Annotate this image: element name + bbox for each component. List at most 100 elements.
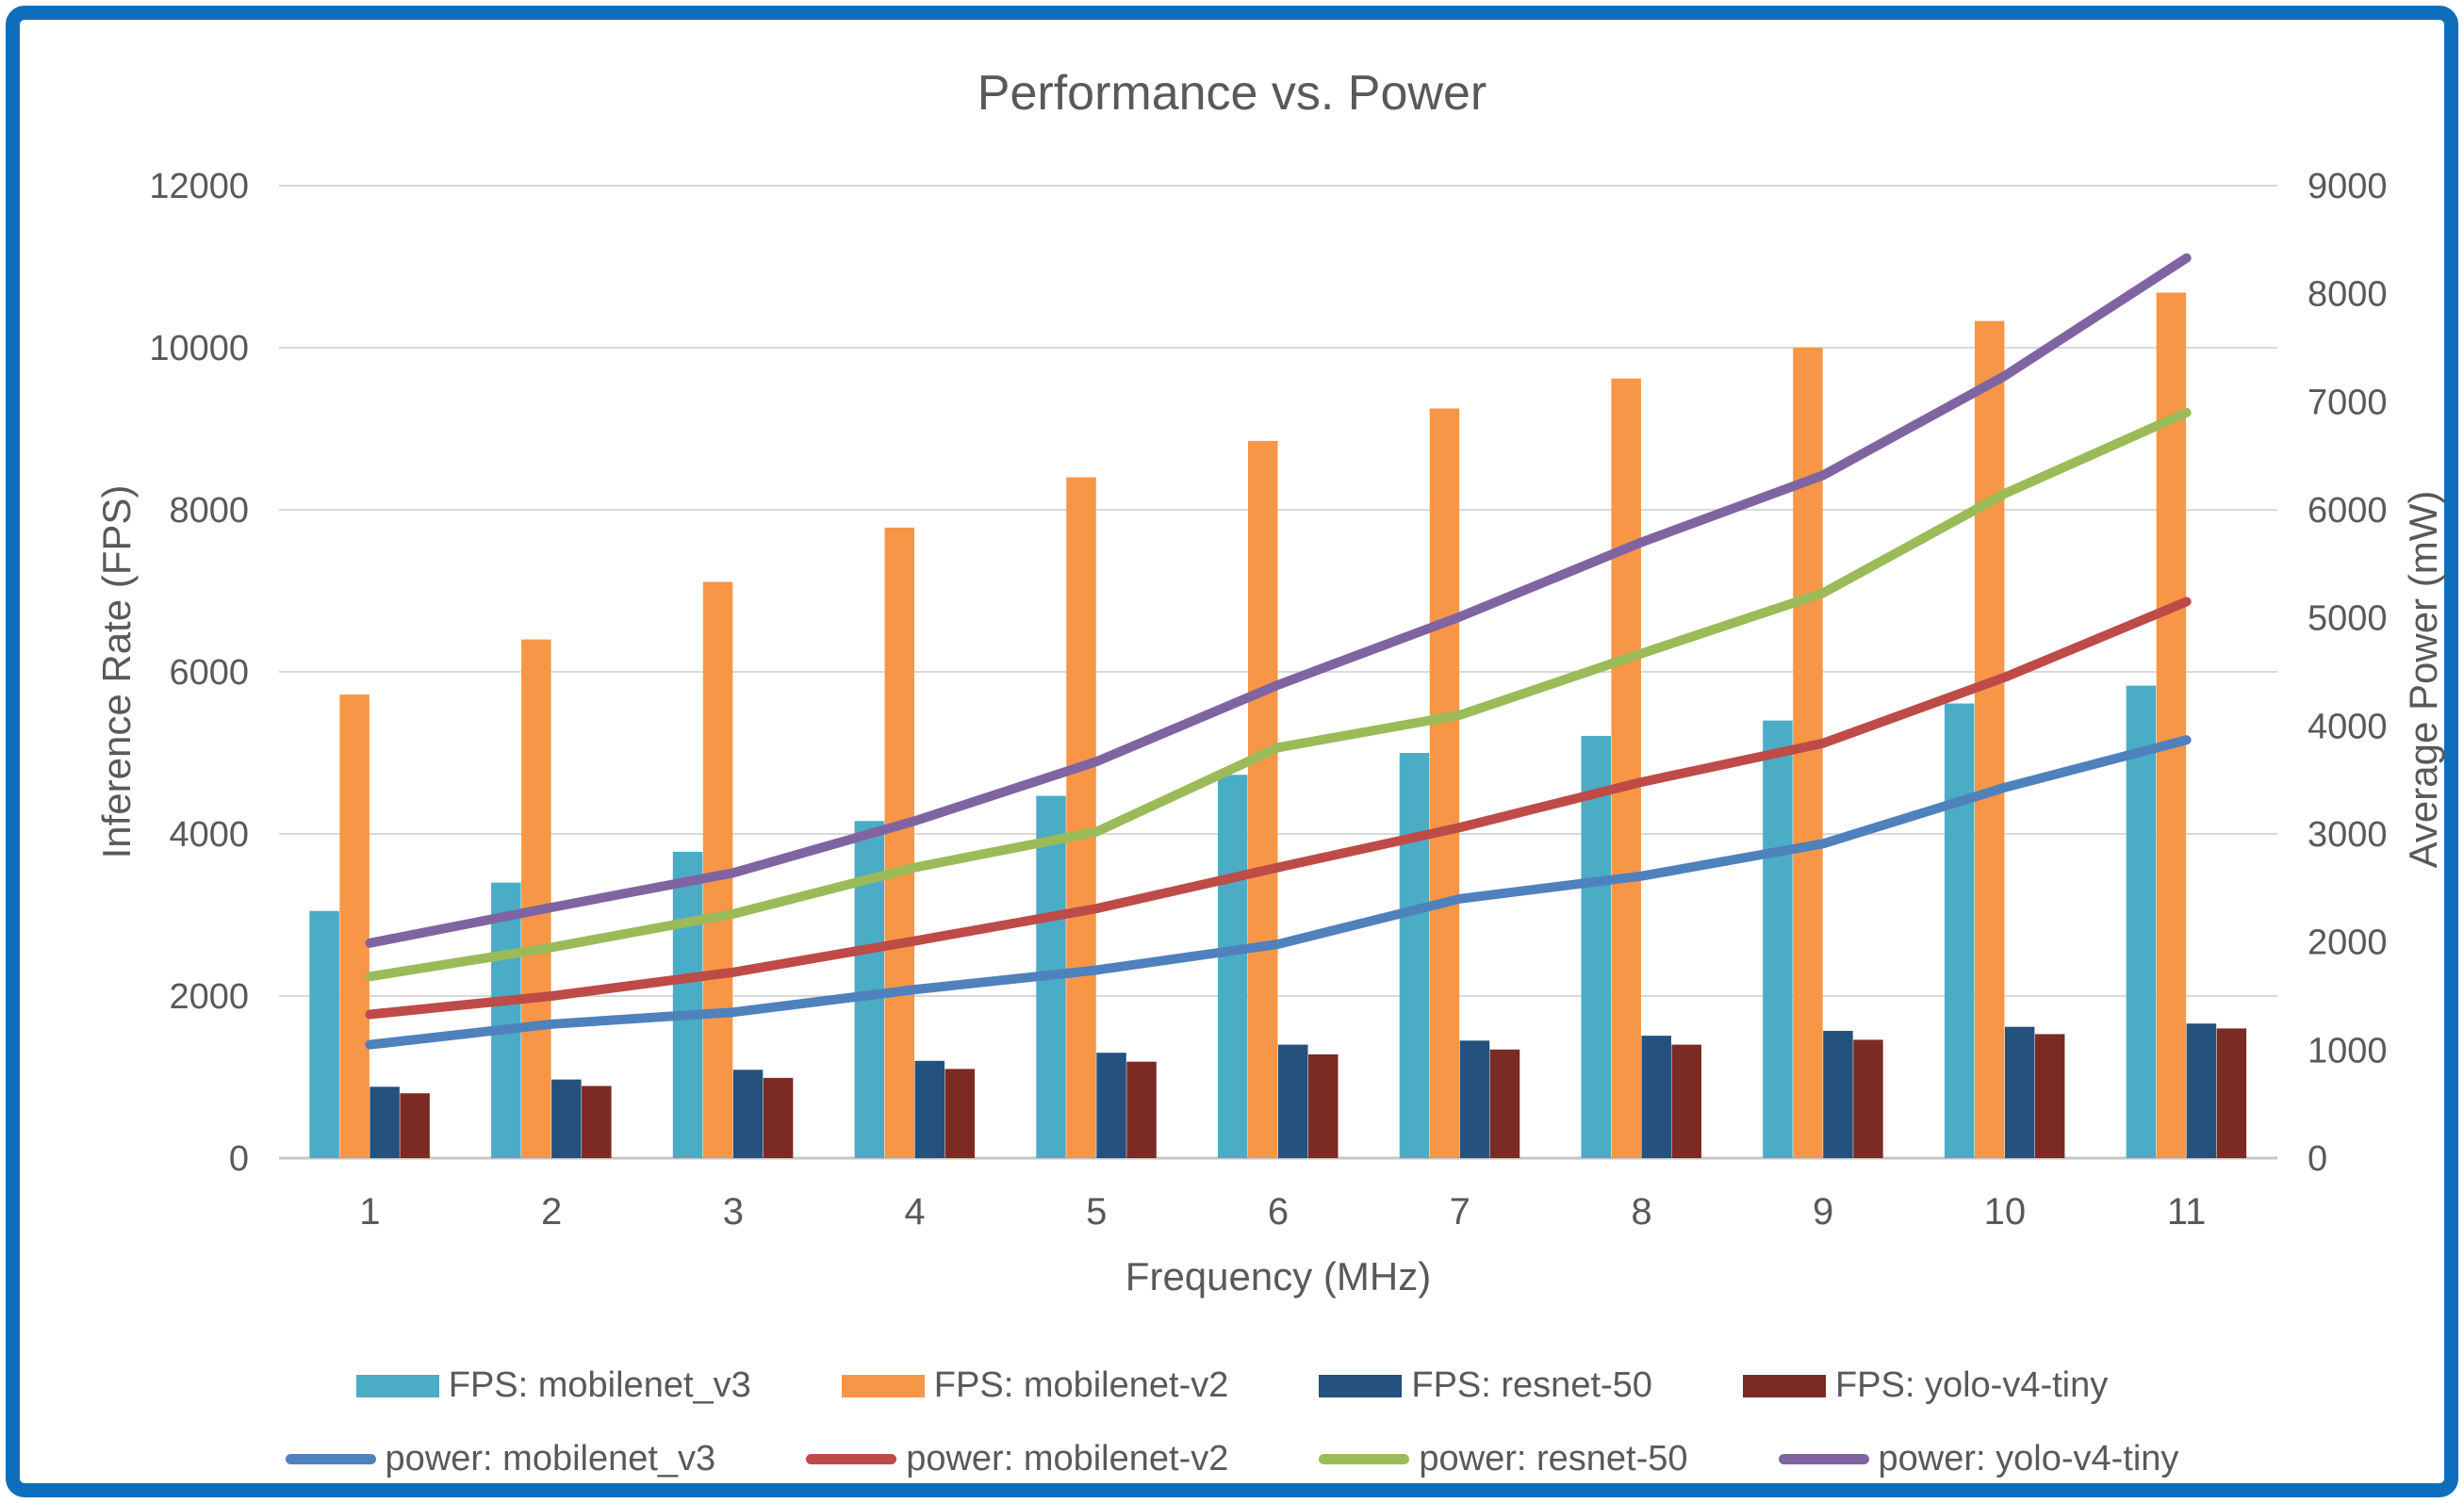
legend-item-fps-mobilenet-v2: FPS: mobilenet-v2 bbox=[841, 1365, 1229, 1406]
legend-label: FPS: resnet-50 bbox=[1411, 1365, 1652, 1405]
legend-label: FPS: mobilenet-v2 bbox=[933, 1365, 1229, 1405]
bar-fps-mobilenet-v2-x1 bbox=[339, 694, 370, 1158]
bar-fps-resnet-50-x7 bbox=[1459, 1040, 1490, 1158]
bar-fps-mobilenet-v2-x10 bbox=[1974, 320, 2005, 1158]
bar-fps-resnet-50-x6 bbox=[1278, 1044, 1308, 1158]
chart-border-frame: Performance vs. Power 0 2000 4000 6000 8000 1… bbox=[6, 6, 2458, 1497]
legend-row-fps: FPS: mobilenet_v3 FPS: mobilenet-v2 FPS: r… bbox=[20, 1365, 2444, 1406]
left-axis-tick-label: 0 bbox=[229, 1139, 249, 1179]
x-axis-tick-label: 8 bbox=[1631, 1191, 1651, 1233]
legend-label: power: mobilenet-v2 bbox=[906, 1439, 1229, 1478]
bar-fps-mobilenet-v3-x6 bbox=[1218, 775, 1248, 1158]
legend-line-swatch-1 bbox=[806, 1454, 897, 1464]
bar-fps-yolo-v4-tiny-x8 bbox=[1671, 1044, 1701, 1158]
legend-item-fps-resnet-50: FPS: resnet-50 bbox=[1319, 1365, 1652, 1406]
right-axis-tick-label: 8000 bbox=[2308, 275, 2388, 315]
bar-fps-mobilenet-v2-x11 bbox=[2156, 292, 2187, 1158]
left-axis-tick-label: 10000 bbox=[149, 329, 249, 368]
bar-fps-mobilenet-v2-x2 bbox=[521, 639, 551, 1158]
bar-fps-yolo-v4-tiny-x9 bbox=[1853, 1039, 1883, 1158]
bar-fps-resnet-50-x5 bbox=[1096, 1053, 1126, 1158]
legend-label: FPS: yolo-v4-tiny bbox=[1834, 1365, 2109, 1405]
combo-chart-plot-area: 0 2000 4000 6000 8000 10000 12000 0 1000 2000 3000… bbox=[149, 167, 2388, 1233]
right-axis-tick-label: 2000 bbox=[2308, 923, 2388, 963]
bar-fps-resnet-50-x1 bbox=[370, 1086, 400, 1158]
left-axis-title: Inference Rate (FPS) bbox=[94, 484, 139, 859]
line-power-mobilenet-v2 bbox=[365, 596, 2192, 1020]
legend-line-swatch-0 bbox=[285, 1454, 376, 1464]
bar-fps-mobilenet-v2-x4 bbox=[884, 527, 915, 1158]
left-axis-tick-label: 4000 bbox=[169, 815, 249, 855]
x-axis-tick-label: 4 bbox=[904, 1191, 925, 1233]
legend-bar-swatch-3 bbox=[1742, 1374, 1826, 1397]
line-power-mobilenet-v3 bbox=[365, 735, 2192, 1050]
bar-fps-mobilenet-v3-x11 bbox=[2126, 685, 2157, 1158]
bar-fps-mobilenet-v3-x2 bbox=[491, 882, 521, 1158]
right-axis-tick-label: 7000 bbox=[2308, 383, 2388, 422]
bar-fps-resnet-50-x9 bbox=[1823, 1030, 1853, 1158]
legend-item-fps-mobilenet-v3: FPS: mobilenet_v3 bbox=[355, 1365, 751, 1406]
bar-fps-mobilenet-v3-x8 bbox=[1581, 735, 1611, 1158]
bar-fps-mobilenet-v2-x7 bbox=[1429, 408, 1460, 1158]
right-axis-tick-label: 6000 bbox=[2308, 491, 2388, 531]
x-axis-tick-label: 11 bbox=[2167, 1191, 2207, 1233]
left-axis-tick-label: 12000 bbox=[149, 167, 249, 206]
legend-item-power-resnet-50: power: resnet-50 bbox=[1319, 1439, 1688, 1479]
bar-fps-mobilenet-v2-x5 bbox=[1066, 477, 1096, 1159]
bar-fps-mobilenet-v3-x1 bbox=[309, 910, 339, 1158]
legend-item-power-yolo-v4-tiny: power: yolo-v4-tiny bbox=[1778, 1439, 2178, 1479]
x-axis-tick-label: 3 bbox=[723, 1191, 744, 1233]
right-axis-tick-label: 9000 bbox=[2308, 167, 2388, 206]
x-axis-tick-label: 10 bbox=[1984, 1191, 2027, 1233]
legend-item-power-mobilenet-v2: power: mobilenet-v2 bbox=[806, 1439, 1228, 1479]
legend-bar-swatch-1 bbox=[841, 1374, 925, 1397]
bar-fps-resnet-50-x3 bbox=[732, 1070, 764, 1158]
x-axis-title: Frequency (MHz) bbox=[1125, 1254, 1432, 1299]
bar-fps-resnet-50-x4 bbox=[914, 1060, 945, 1158]
bar-fps-resnet-50-x2 bbox=[551, 1079, 582, 1158]
line-power-yolo-v4-tiny bbox=[365, 253, 2192, 948]
legend-line-swatch-2 bbox=[1319, 1454, 1410, 1464]
x-axis-tick-label: 9 bbox=[1813, 1191, 1833, 1233]
x-axis-tick-label: 2 bbox=[541, 1191, 562, 1233]
line-power-resnet-50 bbox=[365, 407, 2192, 982]
legend-label: FPS: mobilenet_v3 bbox=[448, 1365, 751, 1405]
left-axis-tick-label: 6000 bbox=[169, 653, 249, 693]
bar-fps-yolo-v4-tiny-x3 bbox=[763, 1077, 794, 1158]
bar-fps-mobilenet-v3-x10 bbox=[1944, 703, 1975, 1158]
legend-item-fps-yolo-v4-tiny: FPS: yolo-v4-tiny bbox=[1742, 1365, 2109, 1406]
bar-fps-yolo-v4-tiny-x2 bbox=[582, 1086, 612, 1158]
x-axis-tick-label: 7 bbox=[1450, 1191, 1470, 1233]
legend-label: power: resnet-50 bbox=[1419, 1439, 1688, 1478]
left-axis-tick-label: 2000 bbox=[169, 977, 249, 1017]
chart-title: Performance vs. Power bbox=[977, 66, 1487, 121]
bar-fps-resnet-50-x10 bbox=[2004, 1026, 2035, 1158]
bar-fps-mobilenet-v3-x9 bbox=[1763, 720, 1793, 1158]
bar-fps-yolo-v4-tiny-x11 bbox=[2216, 1028, 2247, 1158]
right-axis-tick-label: 1000 bbox=[2308, 1031, 2388, 1070]
bar-fps-mobilenet-v3-x3 bbox=[672, 851, 703, 1158]
bar-fps-yolo-v4-tiny-x1 bbox=[400, 1093, 430, 1158]
right-axis-tick-label: 5000 bbox=[2308, 599, 2388, 639]
bar-fps-mobilenet-v2-x8 bbox=[1611, 378, 1641, 1158]
legend-row-power: power: mobilenet_v3 power: mobilenet-v2 po… bbox=[20, 1439, 2444, 1479]
x-axis-tick-label: 5 bbox=[1086, 1191, 1107, 1233]
right-axis-tick-label: 0 bbox=[2308, 1139, 2327, 1179]
bar-fps-resnet-50-x8 bbox=[1641, 1036, 1671, 1158]
bar-fps-mobilenet-v3-x7 bbox=[1399, 753, 1430, 1158]
bar-fps-yolo-v4-tiny-x6 bbox=[1308, 1054, 1339, 1158]
bar-fps-yolo-v4-tiny-x5 bbox=[1126, 1061, 1157, 1158]
legend-bar-swatch-2 bbox=[1319, 1374, 1403, 1397]
right-axis-tick-label: 4000 bbox=[2308, 707, 2388, 746]
legend-item-power-mobilenet-v3: power: mobilenet_v3 bbox=[285, 1439, 716, 1479]
legend-line-swatch-3 bbox=[1778, 1454, 1869, 1464]
bar-fps-mobilenet-v2-x6 bbox=[1248, 440, 1278, 1158]
bar-fps-yolo-v4-tiny-x7 bbox=[1489, 1049, 1520, 1158]
legend-bar-swatch-0 bbox=[355, 1374, 439, 1397]
x-axis-tick-label: 1 bbox=[359, 1191, 380, 1233]
left-axis-tick-label: 8000 bbox=[169, 491, 249, 531]
legend-label: power: mobilenet_v3 bbox=[385, 1439, 716, 1478]
bar-fps-yolo-v4-tiny-x10 bbox=[2034, 1034, 2065, 1158]
right-axis-title: Average Power (mW) bbox=[2401, 490, 2445, 869]
bar-fps-yolo-v4-tiny-x4 bbox=[945, 1069, 976, 1158]
